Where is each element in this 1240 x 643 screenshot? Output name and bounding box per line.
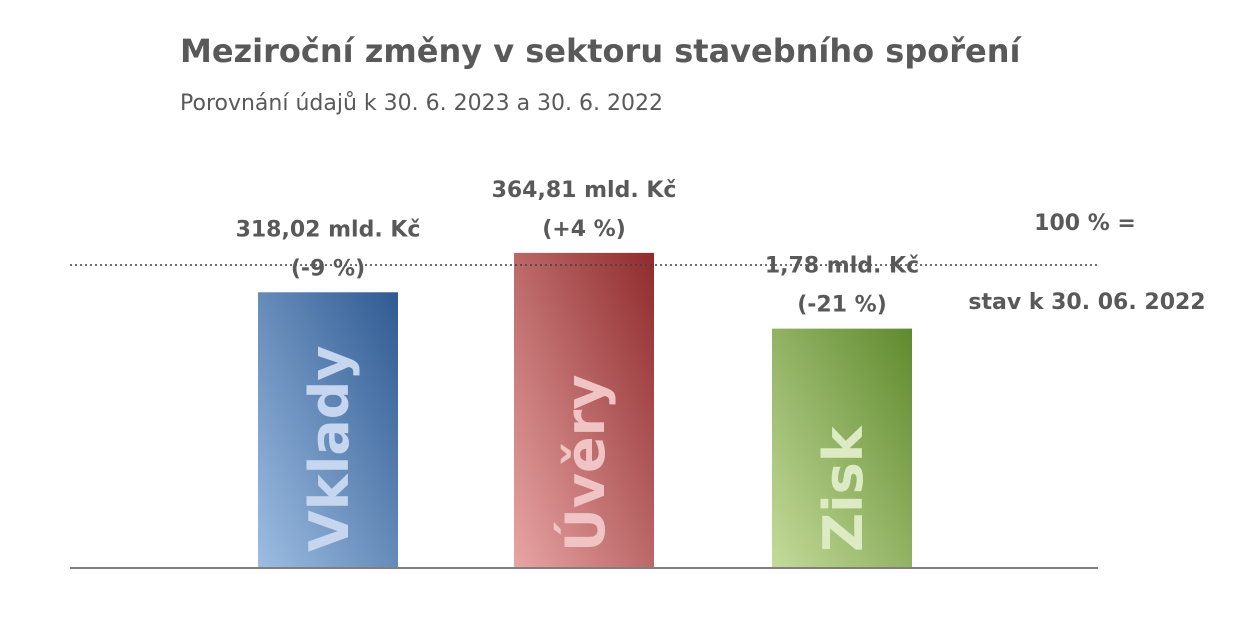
chart-title: Meziroční změny v sektoru stavebního spo… (180, 32, 1023, 70)
chart-subtitle: Porovnání údajů k 30. 6. 2023 a 30. 6. 2… (180, 91, 663, 116)
reference-label-line1: 100 % = (1034, 211, 1136, 236)
bar-value-label: 318,02 mld. Kč (236, 217, 421, 242)
bar-category-label: Zisk (812, 425, 875, 552)
bar-change-label: (-9 %) (291, 256, 365, 281)
bar-change-label: (+4 %) (542, 217, 626, 242)
bar-change-label: (-21 %) (797, 293, 887, 318)
bar-category-label: Úvěry (554, 374, 617, 552)
bar-úvěry (514, 252, 654, 568)
bar-vklady (258, 292, 398, 568)
value-labels-layer: 318,02 mld. Kč (-9 %) 364,81 mld. Kč (+4 %)… (236, 178, 920, 318)
reference-label-line2: stav k 30. 06. 2022 (968, 290, 1205, 315)
bar-value-label: 1,78 mld. Kč (765, 254, 919, 279)
bars-layer: Vklady Úvěry Zisk (258, 252, 912, 568)
bar-category-label: Vklady (298, 345, 361, 552)
bar-value-label: 364,81 mld. Kč (492, 178, 677, 203)
bar-zisk (772, 328, 912, 568)
